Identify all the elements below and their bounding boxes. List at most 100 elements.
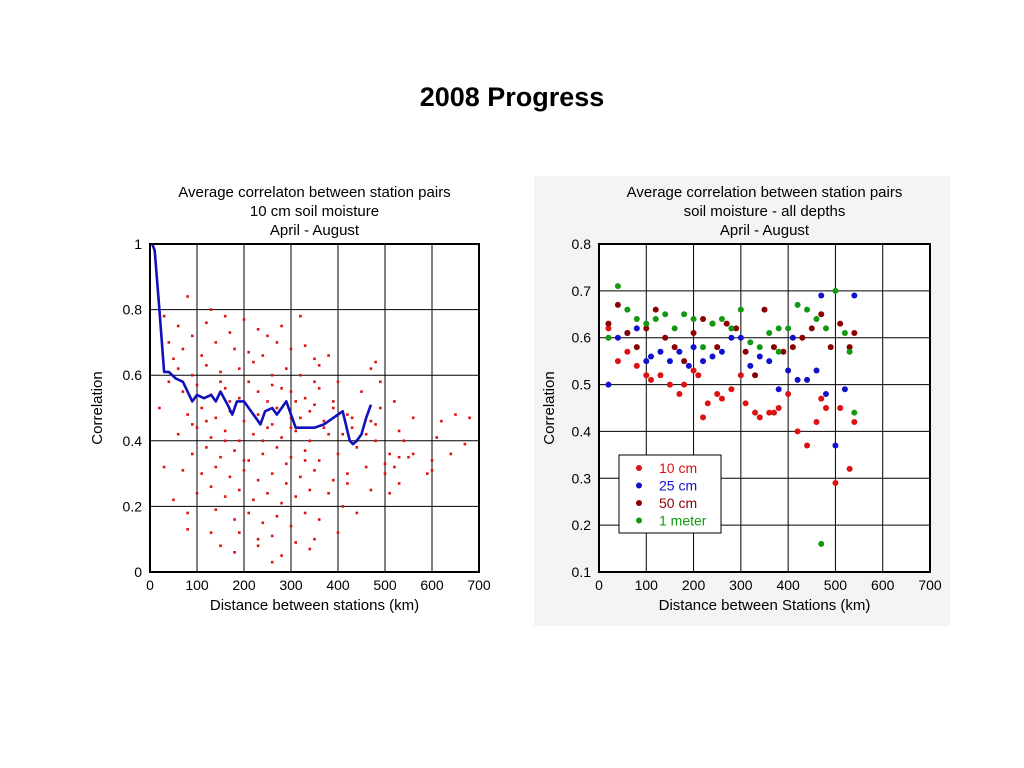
data-point	[379, 380, 382, 384]
data-point	[303, 396, 307, 400]
data-point	[449, 452, 453, 456]
data-point	[266, 491, 269, 495]
data-point	[700, 344, 707, 351]
data-point	[818, 540, 825, 547]
data-point	[818, 311, 825, 318]
data-point	[752, 409, 759, 416]
data-point	[200, 406, 203, 410]
data-point	[402, 439, 406, 443]
data-point	[690, 344, 697, 351]
data-point	[261, 521, 265, 525]
data-point	[766, 409, 773, 416]
y-tick-label: 0.1	[572, 564, 592, 580]
y-tick-label: 0.4	[572, 423, 592, 439]
chart-subtitle: soil moisture - all depths	[684, 203, 846, 220]
data-point	[426, 472, 429, 475]
data-point	[289, 390, 293, 393]
chart-10cm-svg: Average correlaton between station pairs…	[89, 184, 491, 614]
data-point	[238, 488, 241, 492]
data-point	[191, 373, 194, 377]
data-point	[172, 357, 175, 361]
data-point	[756, 414, 763, 421]
data-point	[393, 465, 396, 469]
x-tick-label: 600	[420, 577, 444, 593]
data-point	[327, 432, 330, 436]
data-point	[219, 455, 222, 459]
data-point	[346, 472, 349, 475]
chart-all-depths-svg: Average correlation between station pair…	[541, 184, 942, 614]
data-point	[176, 367, 180, 370]
data-point	[299, 475, 302, 479]
data-point	[846, 344, 853, 351]
data-point	[714, 344, 721, 351]
data-point	[252, 432, 255, 436]
data-point	[294, 541, 297, 544]
data-point	[374, 360, 377, 364]
data-point	[700, 414, 707, 421]
data-point	[789, 334, 796, 341]
data-point	[747, 339, 754, 346]
data-point	[822, 390, 829, 397]
data-point	[648, 376, 655, 383]
data-point	[832, 442, 839, 449]
data-point	[813, 419, 820, 426]
data-point	[633, 325, 640, 332]
data-point	[700, 358, 707, 365]
data-point	[775, 348, 782, 355]
data-point	[624, 348, 631, 355]
data-point	[186, 413, 189, 416]
data-point	[742, 400, 749, 407]
data-point	[681, 311, 688, 318]
data-point	[846, 465, 853, 472]
x-tick-label: 0	[146, 577, 154, 593]
y-tick-label: 1	[134, 236, 142, 252]
x-tick-label: 700	[467, 577, 491, 593]
data-point	[270, 534, 274, 538]
data-point	[785, 325, 792, 332]
data-point	[285, 367, 288, 370]
data-point	[770, 344, 777, 351]
data-point	[327, 491, 330, 495]
data-point	[454, 413, 457, 416]
x-axis-label: Distance between Stations (km)	[659, 597, 871, 614]
data-point	[794, 428, 801, 435]
data-point	[851, 330, 858, 337]
x-tick-label: 500	[373, 577, 397, 593]
data-point	[238, 439, 241, 443]
data-point	[440, 419, 443, 423]
data-point	[350, 426, 354, 429]
data-point	[794, 376, 801, 383]
data-point	[411, 452, 415, 456]
data-point	[308, 547, 312, 551]
data-point	[247, 511, 250, 515]
data-point	[681, 358, 688, 365]
data-point	[841, 386, 848, 393]
data-point	[336, 380, 340, 384]
data-point	[369, 419, 373, 423]
data-point	[837, 320, 844, 327]
data-point	[614, 334, 621, 341]
data-point	[322, 426, 326, 429]
data-point	[256, 478, 260, 482]
slide-title: 2008 Progress	[419, 82, 605, 112]
data-point	[756, 344, 763, 351]
data-point	[463, 442, 467, 446]
data-point	[186, 295, 189, 298]
data-point	[397, 455, 401, 459]
data-point	[285, 462, 288, 466]
data-point	[624, 330, 631, 337]
data-point	[411, 416, 415, 420]
data-point	[643, 358, 650, 365]
data-point	[223, 314, 227, 318]
data-point	[332, 406, 335, 410]
data-point	[238, 531, 241, 534]
data-point	[299, 373, 302, 377]
data-point	[242, 459, 246, 462]
data-point	[167, 380, 171, 384]
data-point	[789, 344, 796, 351]
data-point	[209, 485, 213, 489]
data-point	[205, 364, 208, 367]
data-point	[350, 416, 354, 420]
data-point	[737, 334, 744, 341]
